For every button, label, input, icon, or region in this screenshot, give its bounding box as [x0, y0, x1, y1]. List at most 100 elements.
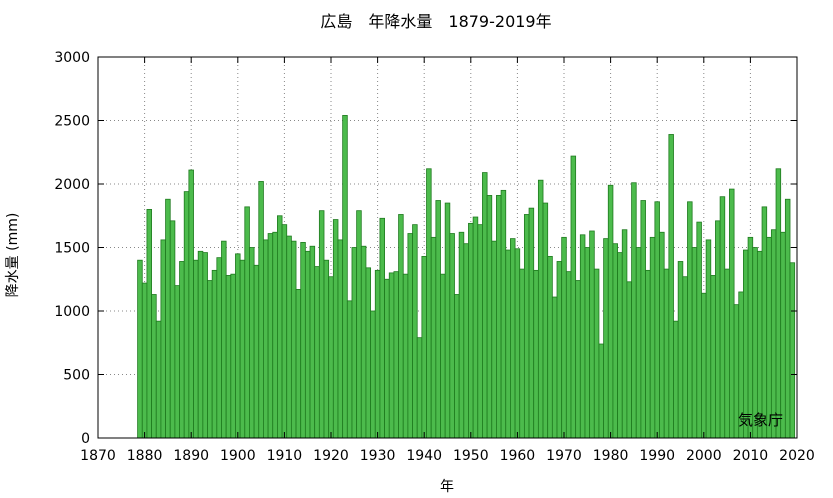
x-tick-label: 1960 — [500, 448, 536, 464]
x-tick-label: 1950 — [453, 448, 489, 464]
bar-1917 — [314, 266, 320, 439]
x-tick-label: 2010 — [733, 448, 769, 464]
bar-1997 — [687, 201, 693, 439]
bar-1988 — [645, 269, 651, 439]
bar-1922 — [337, 239, 344, 439]
bar-2014 — [766, 236, 772, 439]
bar-1971 — [565, 271, 572, 439]
bar-1913 — [295, 289, 302, 439]
bar-1937 — [407, 233, 413, 439]
bar-1882 — [151, 294, 157, 439]
bar-1945 — [444, 202, 451, 439]
bar-1898 — [225, 275, 232, 439]
bar-2005 — [724, 268, 730, 439]
bar-1904 — [253, 264, 260, 439]
bar-1902 — [244, 206, 250, 439]
bar-1982 — [617, 252, 623, 439]
x-tick-label: 1990 — [639, 448, 675, 464]
bar-1912 — [290, 240, 297, 439]
bar-1995 — [677, 261, 684, 439]
bar-1892 — [197, 250, 204, 439]
bar-1964 — [533, 269, 539, 439]
bar-1956 — [496, 195, 502, 439]
bar-1947 — [454, 294, 460, 439]
bar-1933 — [388, 272, 395, 439]
y-tick-label: 0 — [81, 431, 90, 447]
bar-1957 — [500, 189, 507, 439]
bar-1918 — [318, 210, 325, 439]
x-tick-label: 2020 — [779, 448, 815, 464]
x-tick-label: 1940 — [406, 448, 442, 464]
bar-2009 — [743, 249, 749, 439]
bar-1974 — [579, 234, 586, 439]
bar-1985 — [631, 182, 637, 439]
bar-1943 — [435, 200, 441, 439]
bar-2018 — [784, 198, 791, 439]
bar-1908 — [272, 231, 278, 439]
bar-1967 — [547, 255, 553, 439]
bar-1923 — [342, 115, 348, 439]
x-tick-label: 1920 — [313, 448, 349, 464]
bar-1949 — [463, 243, 469, 439]
bar-1938 — [412, 224, 418, 439]
x-axis-title: 年 — [440, 479, 454, 495]
x-tick-label: 1980 — [593, 448, 629, 464]
x-tick-labels: 1870 1880 1890 1900 1910 1920 1930 1940 1950 1960… — [80, 448, 815, 464]
bar-2001 — [705, 239, 712, 439]
x-tick-label: 1900 — [220, 448, 256, 464]
y-tick-label: 500 — [63, 368, 90, 384]
bar-1939 — [416, 337, 423, 439]
bar-1928 — [365, 267, 372, 439]
bar-1935 — [398, 214, 404, 439]
bar-1896 — [216, 257, 222, 439]
bar-1994 — [673, 320, 679, 439]
bar-2017 — [780, 231, 786, 439]
bar-2011 — [752, 247, 758, 439]
bar-1977 — [593, 268, 600, 439]
bar-1989 — [649, 236, 656, 439]
bar-1934 — [393, 271, 399, 439]
bar-1936 — [402, 273, 409, 439]
bar-1952 — [477, 224, 483, 439]
bar-1973 — [575, 280, 581, 439]
bar-1951 — [472, 216, 479, 439]
bar-1978 — [598, 343, 605, 439]
bar-1996 — [682, 276, 688, 439]
bar-1963 — [528, 207, 535, 439]
bar-1990 — [654, 201, 660, 439]
bar-1941 — [426, 168, 432, 439]
bar-1975 — [584, 247, 591, 439]
bar-1879 — [137, 259, 143, 439]
bar-1962 — [523, 214, 530, 439]
bar-1976 — [589, 230, 595, 439]
bar-1960 — [514, 248, 521, 439]
bar-1999 — [696, 221, 702, 439]
bar-1881 — [146, 208, 152, 439]
x-tick-label: 1930 — [360, 448, 396, 464]
bar-1920 — [328, 276, 334, 439]
bar-1940 — [421, 255, 427, 439]
bar-1900 — [235, 253, 241, 439]
bar-1925 — [351, 247, 358, 439]
bar-1906 — [263, 239, 269, 439]
bar-1899 — [230, 273, 236, 439]
bar-1890 — [188, 169, 194, 439]
bar-1969 — [556, 261, 563, 439]
bar-1955 — [491, 240, 497, 439]
bar-1931 — [379, 217, 385, 439]
bar-1909 — [277, 215, 283, 439]
y-tick-labels: 0 500 1000 1500 2000 2500 3000 — [54, 50, 90, 447]
bar-1901 — [239, 259, 246, 439]
bar-1911 — [286, 235, 292, 439]
bar-2012 — [756, 250, 763, 439]
bars — [137, 115, 796, 439]
bar-2004 — [719, 196, 726, 439]
bar-1942 — [430, 236, 437, 439]
bar-1959 — [510, 238, 516, 439]
bar-2016 — [775, 168, 782, 439]
bar-1919 — [323, 259, 330, 439]
bar-1992 — [663, 268, 670, 439]
bar-1948 — [458, 231, 465, 439]
bar-1897 — [221, 240, 227, 439]
bar-1980 — [607, 184, 614, 439]
